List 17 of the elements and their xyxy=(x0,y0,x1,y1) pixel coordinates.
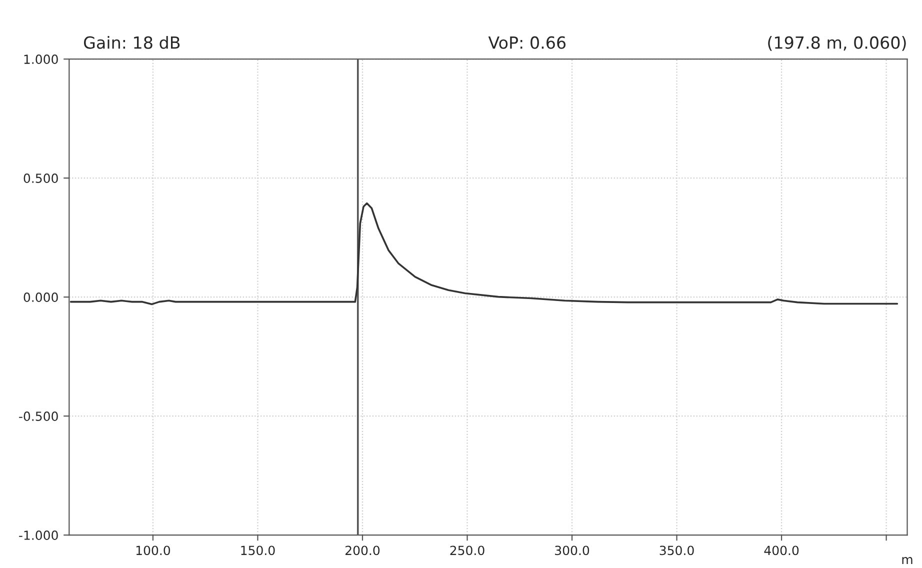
y-tick-label: 0.500 xyxy=(24,174,58,183)
y-tick-label: 0.000 xyxy=(24,292,58,302)
y-tick-label: -1.000 xyxy=(19,530,58,540)
x-tick-label: 350.0 xyxy=(660,546,694,556)
text: Gain: 18 dB xyxy=(84,36,180,49)
x-tick-label: 400.0 xyxy=(764,546,799,556)
x-tick-label: 300.0 xyxy=(555,546,590,556)
text: VoP: 0.66 xyxy=(488,36,566,49)
x-tick-label: 200.0 xyxy=(346,546,380,556)
x-tick-label: 150.0 xyxy=(241,546,275,556)
line-series xyxy=(70,202,898,306)
x-tick-label: 250.0 xyxy=(450,546,484,556)
y-tick-label: -0.500 xyxy=(19,412,58,421)
x-axis-title: m xyxy=(902,557,912,564)
y-tick-label: 1.000 xyxy=(24,54,58,64)
x-tick-label: 100.0 xyxy=(136,546,170,556)
text: (197.8 m, 0.060) xyxy=(768,36,906,51)
